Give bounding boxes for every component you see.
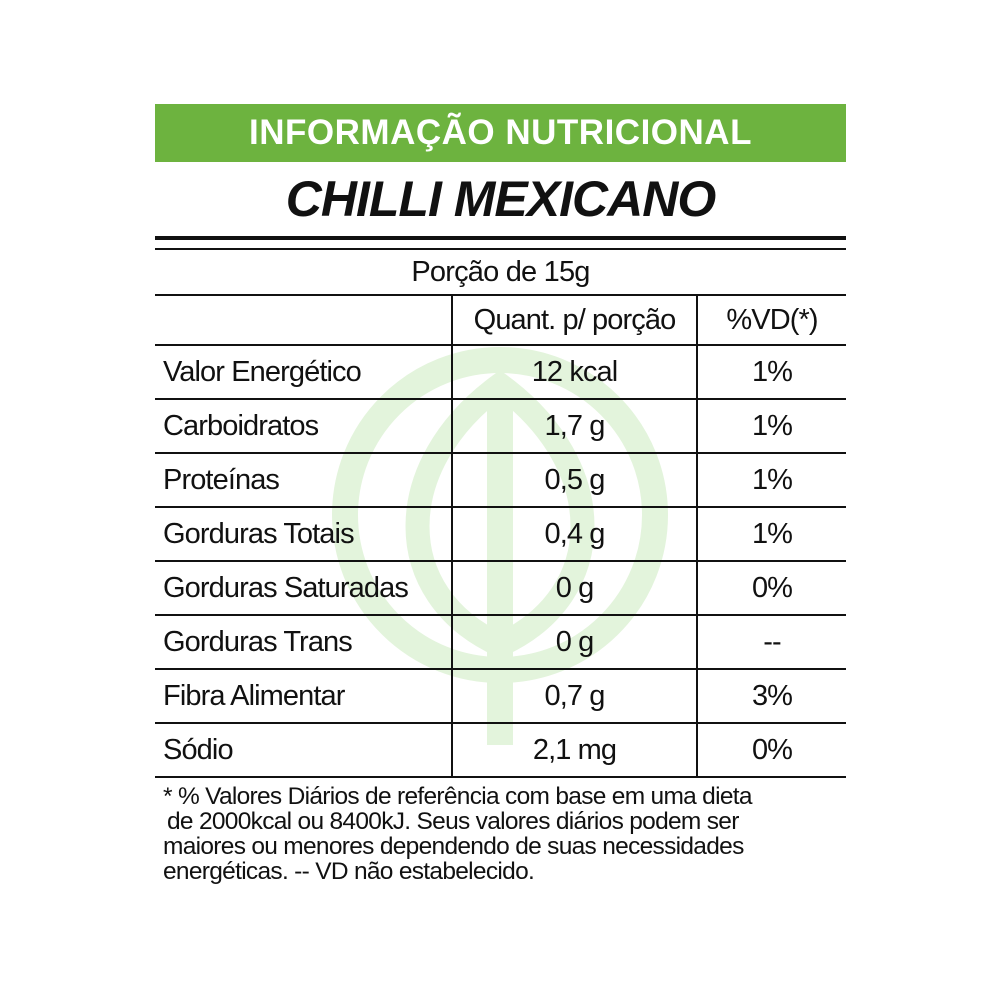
nutrient-dv: 1% — [697, 507, 846, 562]
divider-thin — [155, 248, 846, 250]
nutrient-dv: 1% — [697, 399, 846, 454]
nutrient-dv: 0% — [697, 723, 846, 778]
nutrient-name: Carboidratos — [155, 399, 452, 454]
table-row: Gorduras Trans 0 g -- — [155, 615, 846, 670]
nutrient-amount: 1,7 g — [451, 399, 698, 454]
nutrient-dv: 0% — [697, 561, 846, 616]
footnote-line: * % Valores Diários de referência com ba… — [163, 783, 753, 810]
nutrient-name: Proteínas — [155, 453, 452, 508]
table-row: Carboidratos 1,7 g 1% — [155, 399, 846, 454]
nutrient-amount: 0,7 g — [451, 669, 698, 724]
nutrient-dv: 1% — [697, 453, 846, 508]
nutrient-dv: -- — [697, 615, 846, 670]
nutrient-name: Gorduras Trans — [155, 615, 452, 670]
nutrient-name: Valor Energético — [155, 345, 452, 400]
banner-title: INFORMAÇÃO NUTRICIONAL — [249, 113, 752, 152]
nutrient-amount: 0,4 g — [451, 507, 698, 562]
table-row: Sódio 2,1 mg 0% — [155, 723, 846, 778]
header-dv: %VD(*) — [697, 296, 846, 346]
nutrition-label: INFORMAÇÃO NUTRICIONAL CHILLI MEXICANO P… — [155, 104, 846, 884]
table-row: Proteínas 0,5 g 1% — [155, 453, 846, 508]
nutrition-table: Quant. p/ porção %VD(*) Valor Energético… — [155, 296, 846, 778]
table-row: Gorduras Totais 0,4 g 1% — [155, 507, 846, 562]
nutrient-dv: 1% — [697, 345, 846, 400]
footnote-line: de 2000kcal ou 8400kJ. Seus valores diár… — [167, 808, 739, 835]
nutrient-name: Gorduras Saturadas — [155, 561, 452, 616]
footnote-line: energéticas. -- VD não estabelecido. — [163, 858, 535, 885]
nutrient-amount: 0 g — [451, 561, 698, 616]
banner: INFORMAÇÃO NUTRICIONAL — [155, 104, 846, 162]
table-row: Gorduras Saturadas 0 g 0% — [155, 561, 846, 616]
header-amount: Quant. p/ porção — [451, 296, 698, 346]
header-nutrient — [155, 296, 452, 346]
nutrient-amount: 0 g — [451, 615, 698, 670]
footnote-line: maiores ou menores dependendo de suas ne… — [163, 833, 744, 860]
table-row: Fibra Alimentar 0,7 g 3% — [155, 669, 846, 724]
footnote: * % Valores Diários de referência com ba… — [155, 784, 846, 884]
nutrient-amount: 2,1 mg — [451, 723, 698, 778]
nutrient-name: Gorduras Totais — [155, 507, 452, 562]
nutrient-amount: 12 kcal — [451, 345, 698, 400]
table-header: Quant. p/ porção %VD(*) — [155, 296, 846, 346]
nutrient-name: Fibra Alimentar — [155, 669, 452, 724]
table-row: Valor Energético 12 kcal 1% — [155, 345, 846, 400]
nutrient-amount: 0,5 g — [451, 453, 698, 508]
nutrient-dv: 3% — [697, 669, 846, 724]
nutrient-name: Sódio — [155, 723, 452, 778]
portion-size: Porção de 15g — [155, 250, 846, 296]
product-name: CHILLI MEXICANO — [285, 171, 716, 227]
divider-thick — [155, 236, 846, 240]
